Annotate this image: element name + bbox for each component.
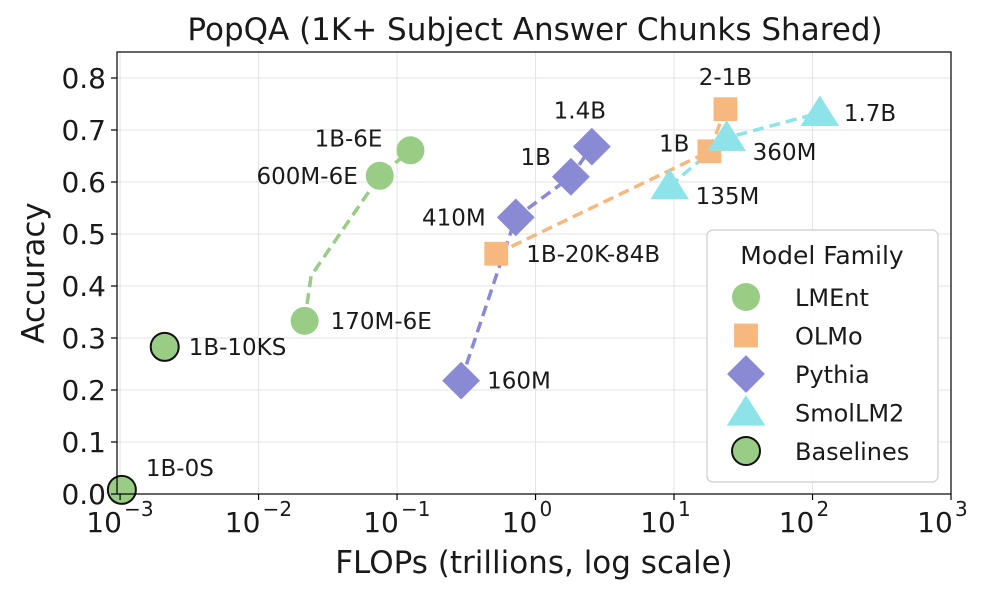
y-tick-label: 0.1 [61,426,106,459]
pythia-point-label: 410M [422,205,486,231]
legend-baselines-label: Baselines [795,438,909,466]
smollm2-point-label: 1.7B [844,101,896,127]
x-tick-exponent: −1 [401,497,430,521]
pythia-marker [572,127,611,166]
legend-items: LMEnt OLMo Pythia SmolLM2 Baselines [726,283,909,466]
x-tick-exponent: 2 [817,497,830,521]
y-tick-label: 0.0 [61,478,106,511]
y-tick-label: 0.7 [61,114,106,147]
x-tick-exponent: 1 [678,497,691,521]
legend-olmo-marker [734,323,758,348]
y-axis-ticks: 0.0 0.1 0.2 0.3 0.4 0.5 0.6 0.7 0.8 [61,62,117,511]
x-tick-exponent: 0 [540,497,553,521]
legend-title: Model Family [740,241,904,270]
pythia-marker [551,157,590,196]
y-tick-label: 0.2 [61,374,106,407]
legend-smollm2-marker [726,395,766,426]
y-tick-label: 0.4 [61,270,106,303]
x-tick-exponent: −3 [124,497,153,521]
olmo-line [495,108,728,256]
legend-olmo-label: OLMo [795,323,863,351]
chart-title: PopQA (1K+ Subject Answer Chunks Shared) [187,12,882,48]
y-tick-label: 0.8 [61,62,106,95]
pythia-marker [496,198,535,237]
pythia-point-label: 160M [487,369,551,395]
smollm2-marker [650,168,689,200]
pythia-point-label: 1B [520,145,550,171]
olmo-marker [484,241,509,266]
y-tick-label: 0.3 [61,322,106,355]
x-axis-label: FLOPs (trillions, log scale) [335,545,733,581]
lment-point-label: 1B-6E [315,126,383,152]
legend-smollm2-label: SmolLM2 [795,400,904,428]
x-tick-exponent: 3 [955,497,968,521]
x-tick-label: 10 [225,506,261,539]
olmo-marker [713,97,738,122]
pythia-marker [442,361,480,400]
legend-lment-label: LMEnt [795,284,869,312]
lment-marker [396,136,425,165]
y-tick-label: 0.6 [61,166,106,199]
olmo-point-label: 1B [659,131,689,157]
x-tick-label: 10 [640,506,676,539]
smollm2-marker [800,95,840,126]
olmo-point-label: 1B-20K-84B [526,242,660,268]
lment-line [302,148,412,322]
x-tick-label: 10 [917,506,953,539]
smollm2-marker [707,120,746,151]
olmo-point-label: 2-1B [699,65,752,91]
y-axis-label: Accuracy [16,202,52,344]
x-tick-label: 10 [363,506,399,539]
x-tick-exponent: −2 [263,497,292,521]
pythia-point-label: 1.4B [554,99,606,125]
baselines-point-label: 1B-10KS [189,335,287,361]
y-tick-label: 0.5 [61,218,106,251]
plot-frame [116,51,952,495]
point-labels: 170M-6E 600M-6E 1B-6E 1B-20K-84B 1B 2-1B 160M 4… [146,65,896,482]
legend: Model Family LMEnt OLMo Pythia SmolLM2 Basel… [706,229,939,483]
legend-baselines-marker [731,436,761,466]
x-tick-label: 10 [86,506,122,539]
legend-lment-marker [732,283,760,311]
baselines-marker [106,474,137,505]
x-axis-ticks: 10 −3 10 −2 10 −1 10 0 10 1 10 2 10 3 [86,494,968,539]
x-tick-label: 10 [502,506,538,539]
legend-box [706,229,939,483]
baselines-marker [149,331,180,362]
legend-pythia-label: Pythia [795,361,870,389]
legend-pythia-marker [727,355,765,393]
smollm2-point-label: 135M [696,184,760,210]
lment-marker [290,306,319,335]
data-markers [106,95,840,505]
baselines-point-label: 1B-0S [146,456,214,482]
lment-point-label: 170M-6E [331,309,432,335]
smollm2-point-label: 360M [753,140,817,166]
lment-marker [365,161,394,190]
x-tick-label: 10 [779,506,815,539]
lment-point-label: 600M-6E [257,164,358,190]
pythia-line [459,145,594,382]
